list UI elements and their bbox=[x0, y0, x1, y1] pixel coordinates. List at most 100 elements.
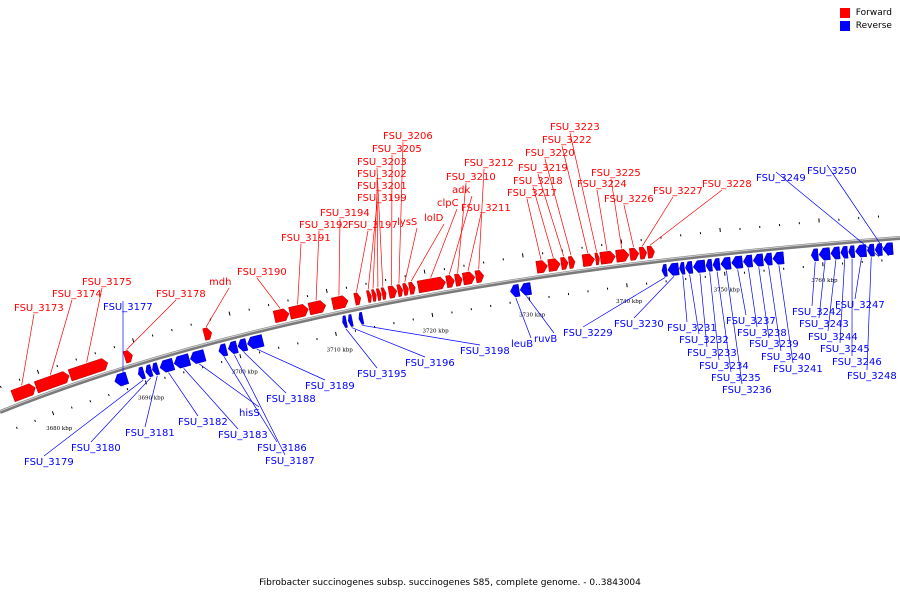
gene-arrow-FSU_3239[interactable] bbox=[752, 253, 764, 267]
gene-label-mdh[interactable]: mdh bbox=[209, 277, 231, 288]
gene-label-FSU_3179[interactable]: FSU_3179 bbox=[24, 457, 74, 468]
gene-label-FSU_3211[interactable]: FSU_3211 bbox=[461, 203, 511, 214]
gene-arrow-FSU_3250[interactable] bbox=[882, 242, 894, 256]
gene-label-FSU_3227[interactable]: FSU_3227 bbox=[653, 186, 703, 197]
gene-arrow-FSU_3245[interactable] bbox=[840, 245, 849, 259]
gene-arrow-FSU_3202[interactable] bbox=[375, 288, 382, 301]
gene-label-FSU_3243[interactable]: FSU_3243 bbox=[799, 319, 849, 330]
gene-label-FSU_3187[interactable]: FSU_3187 bbox=[265, 456, 315, 467]
gene-arrow-FSU_3242[interactable] bbox=[810, 248, 819, 262]
gene-label-FSU_3220[interactable]: FSU_3220 bbox=[525, 148, 575, 159]
gene-arrow-FSU_3220[interactable] bbox=[567, 256, 576, 269]
gene-label-adk[interactable]: adk bbox=[452, 185, 470, 196]
gene-arrow-FSU_3203[interactable] bbox=[380, 287, 387, 300]
gene-label-FSU_3195[interactable]: FSU_3195 bbox=[357, 369, 407, 380]
gene-label-FSU_3226[interactable]: FSU_3226 bbox=[604, 194, 654, 205]
gene-arrow-FSU_3241[interactable] bbox=[772, 251, 785, 265]
gene-label-FSU_3236[interactable]: FSU_3236 bbox=[722, 385, 772, 396]
gene-arrow-FSU_3231[interactable] bbox=[679, 261, 686, 275]
gene-arrow-FSU_3247[interactable] bbox=[855, 244, 867, 258]
gene-label-FSU_3230[interactable]: FSU_3230 bbox=[614, 319, 664, 330]
gene-arrow-FSU_3198[interactable] bbox=[358, 311, 365, 325]
gene-arrow-FSU_3199[interactable] bbox=[366, 290, 372, 303]
gene-arrow-FSU_3206[interactable] bbox=[396, 284, 403, 297]
gene-label-leuB[interactable]: leuB bbox=[511, 339, 533, 350]
gene-label-FSU_3188[interactable]: FSU_3188 bbox=[266, 394, 316, 405]
gene-label-FSU_3175[interactable]: FSU_3175 bbox=[82, 277, 132, 288]
gene-label-FSU_3232[interactable]: FSU_3232 bbox=[679, 335, 729, 346]
gene-arrow-FSU_3218[interactable] bbox=[547, 258, 561, 272]
gene-label-FSU_3247[interactable]: FSU_3247 bbox=[835, 300, 885, 311]
gene-label-FSU_3242[interactable]: FSU_3242 bbox=[792, 307, 842, 318]
gene-label-hisS[interactable]: hisS bbox=[239, 408, 260, 419]
gene-label-FSU_3177[interactable]: FSU_3177 bbox=[103, 302, 153, 313]
gene-label-FSU_3174[interactable]: FSU_3174 bbox=[52, 289, 102, 300]
gene-arrow-FSU_3197[interactable] bbox=[353, 292, 362, 306]
gene-arrow-FSU_3244[interactable] bbox=[830, 246, 841, 260]
gene-arrow-lolD[interactable] bbox=[408, 281, 416, 295]
gene-label-FSU_3237[interactable]: FSU_3237 bbox=[726, 316, 776, 327]
gene-label-FSU_3189[interactable]: FSU_3189 bbox=[305, 381, 355, 392]
gene-label-FSU_3238[interactable]: FSU_3238 bbox=[737, 328, 787, 339]
gene-arrow-FSU_3233[interactable] bbox=[692, 259, 706, 273]
gene-arrow-FSU_3210[interactable] bbox=[454, 273, 463, 287]
gene-label-FSU_3224[interactable]: FSU_3224 bbox=[577, 179, 627, 190]
gene-label-FSU_3250[interactable]: FSU_3250 bbox=[807, 166, 857, 177]
gene-label-FSU_3190[interactable]: FSU_3190 bbox=[237, 267, 287, 278]
gene-arrow-FSU_3225[interactable] bbox=[615, 249, 630, 263]
gene-label-FSU_3181[interactable]: FSU_3181 bbox=[125, 428, 175, 439]
gene-label-FSU_3244[interactable]: FSU_3244 bbox=[808, 332, 858, 343]
gene-label-FSU_3197[interactable]: FSU_3197 bbox=[348, 220, 398, 231]
gene-arrow-ruvB[interactable] bbox=[519, 282, 532, 296]
gene-arrow-FSU_3178[interactable] bbox=[122, 350, 133, 364]
gene-label-FSU_3173[interactable]: FSU_3173 bbox=[14, 303, 64, 314]
gene-arrow-FSU_3195[interactable] bbox=[342, 315, 348, 329]
gene-label-FSU_3180[interactable]: FSU_3180 bbox=[71, 443, 121, 454]
gene-label-FSU_3196[interactable]: FSU_3196 bbox=[405, 358, 455, 369]
gene-label-FSU_3203[interactable]: FSU_3203 bbox=[357, 157, 407, 168]
gene-arrow-FSU_3243[interactable] bbox=[818, 247, 831, 261]
gene-label-FSU_3240[interactable]: FSU_3240 bbox=[761, 352, 811, 363]
gene-label-FSU_3245[interactable]: FSU_3245 bbox=[820, 344, 870, 355]
gene-label-FSU_3183[interactable]: FSU_3183 bbox=[218, 430, 268, 441]
gene-arrow-FSU_3226[interactable] bbox=[629, 247, 640, 261]
gene-label-lysS[interactable]: lysS bbox=[397, 217, 417, 228]
gene-label-FSU_3228[interactable]: FSU_3228 bbox=[702, 179, 752, 190]
gene-label-FSU_3248[interactable]: FSU_3248 bbox=[847, 371, 897, 382]
gene-arrow-FSU_3173[interactable] bbox=[10, 383, 36, 403]
gene-label-FSU_3198[interactable]: FSU_3198 bbox=[460, 346, 510, 357]
gene-label-FSU_3178[interactable]: FSU_3178 bbox=[156, 289, 206, 300]
gene-label-ruvB[interactable]: ruvB bbox=[534, 334, 557, 345]
gene-label-FSU_3202[interactable]: FSU_3202 bbox=[357, 169, 407, 180]
gene-label-FSU_3205[interactable]: FSU_3205 bbox=[372, 144, 422, 155]
gene-arrow-clpC[interactable] bbox=[416, 276, 446, 294]
gene-arrow-FSU_3182[interactable] bbox=[159, 357, 176, 373]
gene-label-FSU_3199[interactable]: FSU_3199 bbox=[357, 193, 407, 204]
gene-arrow-FSU_3175[interactable] bbox=[67, 358, 109, 382]
gene-label-FSU_3192[interactable]: FSU_3192 bbox=[299, 220, 349, 231]
gene-label-FSU_3218[interactable]: FSU_3218 bbox=[513, 176, 563, 187]
gene-label-FSU_3212[interactable]: FSU_3212 bbox=[464, 158, 514, 169]
gene-arrow-FSU_3249[interactable] bbox=[874, 243, 883, 256]
gene-label-FSU_3239[interactable]: FSU_3239 bbox=[749, 339, 799, 350]
gene-arrow-FSU_3196[interactable] bbox=[348, 314, 354, 327]
gene-label-FSU_3210[interactable]: FSU_3210 bbox=[446, 172, 496, 183]
gene-arrow-FSU_3217[interactable] bbox=[535, 260, 548, 274]
gene-arrow-FSU_3190[interactable] bbox=[272, 308, 290, 324]
gene-arrow-FSU_3188[interactable] bbox=[237, 338, 249, 352]
gene-label-FSU_3201[interactable]: FSU_3201 bbox=[357, 181, 407, 192]
gene-label-FSU_3246[interactable]: FSU_3246 bbox=[832, 357, 882, 368]
gene-label-FSU_3234[interactable]: FSU_3234 bbox=[699, 361, 749, 372]
gene-arrow-FSU_3191[interactable] bbox=[288, 304, 309, 320]
gene-arrow-FSU_3183[interactable] bbox=[173, 353, 192, 369]
gene-label-FSU_3249[interactable]: FSU_3249 bbox=[756, 173, 806, 184]
gene-arrow-FSU_3230[interactable] bbox=[667, 262, 680, 276]
gene-arrow-mdh[interactable] bbox=[202, 327, 213, 341]
gene-label-FSU_3231[interactable]: FSU_3231 bbox=[667, 323, 717, 334]
gene-label-FSU_3223[interactable]: FSU_3223 bbox=[550, 122, 600, 133]
gene-label-FSU_3229[interactable]: FSU_3229 bbox=[563, 328, 613, 339]
gene-arrow-FSU_3234[interactable] bbox=[705, 258, 713, 272]
gene-arrow-FSU_3189[interactable] bbox=[247, 334, 265, 350]
gene-label-FSU_3241[interactable]: FSU_3241 bbox=[773, 364, 823, 375]
gene-arrow-FSU_3235[interactable] bbox=[712, 258, 721, 271]
